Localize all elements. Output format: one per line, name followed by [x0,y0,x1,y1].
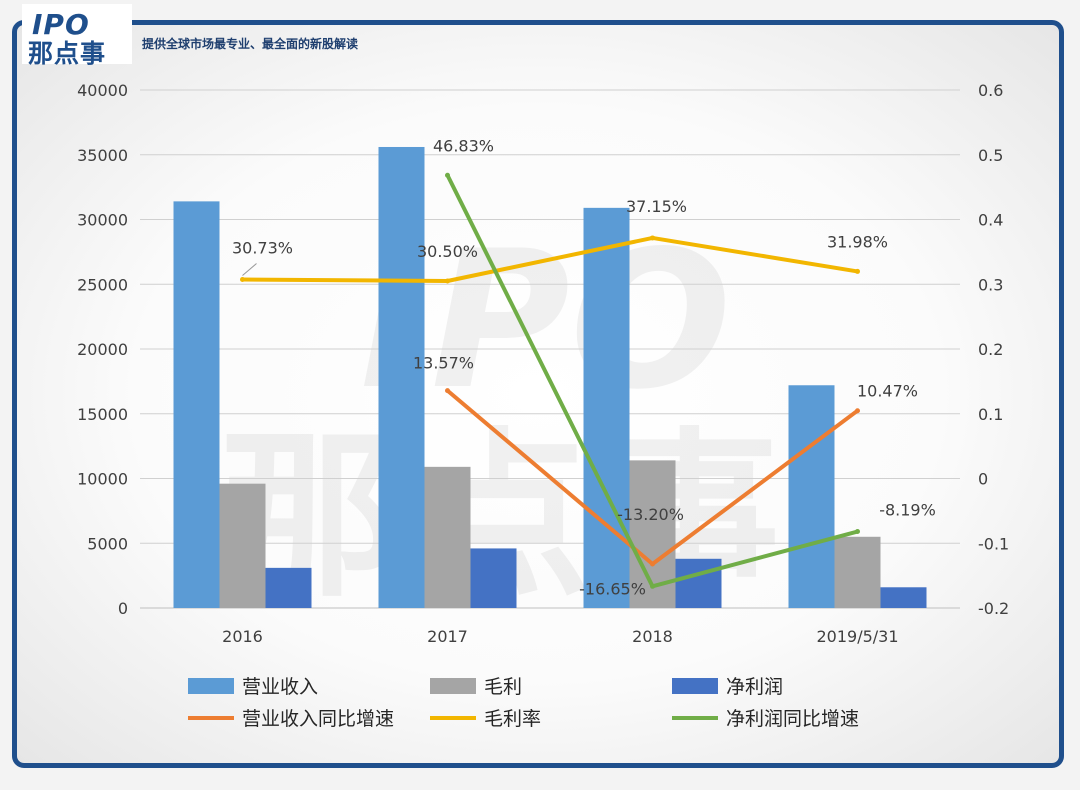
bar [265,567,312,608]
bar [424,466,471,608]
line-point [445,278,450,284]
data-label: 10.47% [857,382,918,401]
left-axis-tick-label: 0 [118,599,128,618]
data-label: -16.65% [579,579,646,598]
legend-label: 净利润 [726,676,783,698]
line-point [650,235,655,241]
data-label: -8.19% [879,501,936,520]
right-axis-tick-label: -0.1 [978,534,1009,553]
data-label: 13.57% [413,354,474,373]
x-axis-tick-label: 2017 [427,627,468,646]
data-label: 30.50% [417,242,478,261]
bar [834,536,881,608]
data-label: 31.98% [827,232,888,251]
legend-label: 营业收入 [242,676,318,698]
legend-label: 毛利 [484,676,522,698]
brand-tagline: 提供全球市场最专业、最全面的新股解读 [142,37,359,51]
left-axis-tick-label: 40000 [77,81,128,100]
label-leader-line [242,263,257,276]
x-axis-tick-label: 2016 [222,627,263,646]
right-axis-tick-label: -0.2 [978,599,1009,618]
bar [788,385,835,608]
bar [173,201,220,608]
logo-cn-text: 那点事 [28,39,107,68]
legend-label: 净利润同比增速 [726,708,859,730]
logo-ipo-text: IPO [32,8,90,41]
legend-swatch [672,678,718,694]
x-axis-tick-label: 2018 [632,627,673,646]
line-point [855,408,860,414]
right-axis-tick-label: 0.4 [978,211,1003,230]
left-axis-tick-label: 30000 [77,211,128,230]
right-axis-tick-label: 0.3 [978,275,1003,294]
bar [880,587,927,608]
left-axis-tick-label: 25000 [77,275,128,294]
right-axis-tick-label: 0.5 [978,146,1003,165]
line-point [445,172,450,178]
legend-label: 营业收入同比增速 [242,708,394,730]
line-point [445,388,450,394]
left-axis-tick-label: 20000 [77,340,128,359]
left-axis-tick-label: 10000 [77,470,128,489]
bar [470,548,517,608]
data-label: -13.20% [617,505,684,524]
line-point [855,529,860,535]
data-label: 37.15% [626,197,687,216]
brand-logo: IPO 那点事 [22,4,132,68]
line-point [650,583,655,589]
right-axis-tick-label: 0 [978,470,988,489]
bar [675,558,722,608]
right-axis-tick-label: 0.1 [978,405,1003,424]
legend-label: 毛利率 [484,708,541,730]
data-label: 46.83% [433,136,494,155]
bar [219,483,266,608]
line-point [855,268,860,274]
left-axis-tick-label: 35000 [77,146,128,165]
legend-swatch [188,678,234,694]
left-axis-tick-label: 15000 [77,405,128,424]
bar [378,146,425,609]
right-axis-tick-label: 0.2 [978,340,1003,359]
legend-swatch [430,678,476,694]
x-axis-tick-label: 2019/5/31 [816,627,898,646]
line-point [240,277,245,283]
left-axis-tick-label: 5000 [87,534,128,553]
series-line [242,235,858,284]
data-label: 30.73% [232,239,293,258]
right-axis-tick-label: 0.6 [978,81,1003,100]
bar [583,207,630,608]
line-point [650,561,655,567]
